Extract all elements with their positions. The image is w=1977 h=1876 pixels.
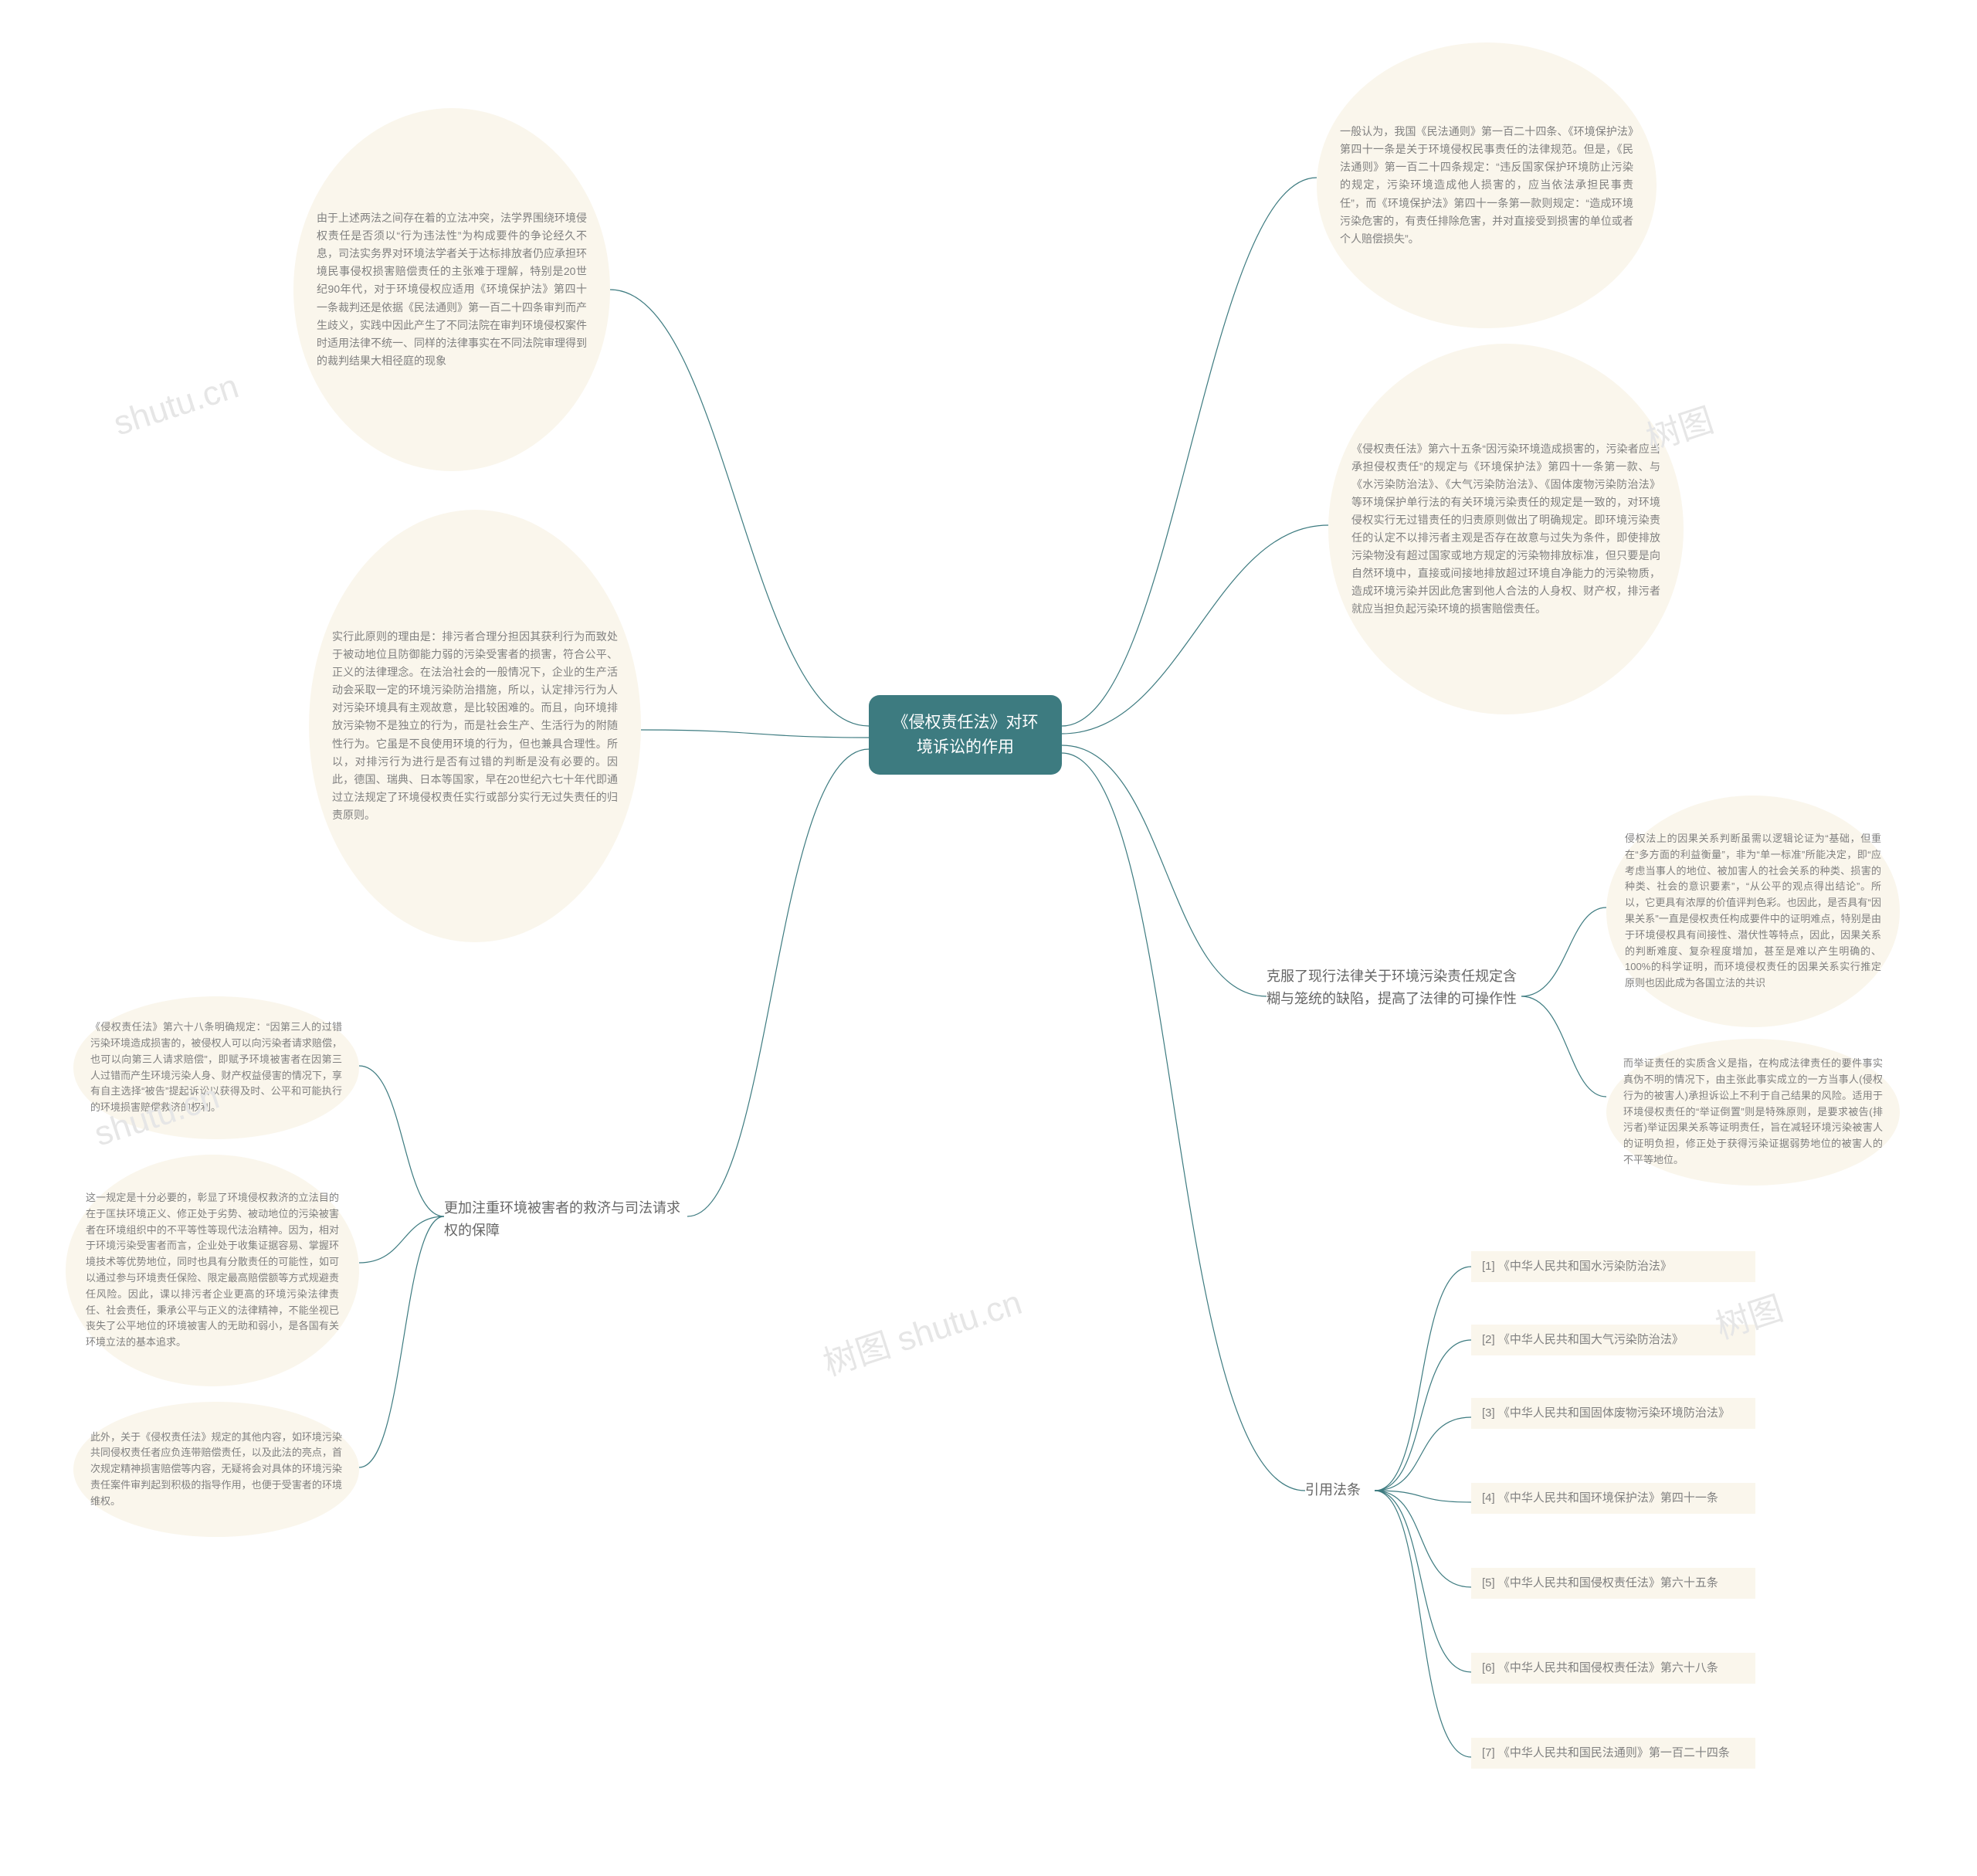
citation-1: [1] 《中华人民共和国水污染防治法》 <box>1471 1251 1755 1282</box>
citation-4: [4] 《中华人民共和国环境保护法》第四十一条 <box>1471 1483 1755 1514</box>
citation-2: [2] 《中华人民共和国大气污染防治法》 <box>1471 1325 1755 1355</box>
left-leaf-3a: 《侵权责任法》第六十八条明确规定：“因第三人的过错污染环境造成损害的，被侵权人可… <box>73 996 359 1139</box>
citation-6: [6] 《中华人民共和国侵权责任法》第六十八条 <box>1471 1653 1755 1684</box>
watermark: 树图 shutu.cn <box>816 1274 1027 1385</box>
right-leaf-3b: 而举证责任的实质含义是指，在构成法律责任的要件事实真伪不明的情况下，由主张此事实… <box>1606 1039 1900 1186</box>
left-leaf-3b-text: 这一规定是十分必要的，彰显了环境侵权救济的立法目的在于匡扶环境正义、修正处于劣势… <box>86 1190 339 1351</box>
right-leaf-1-text: 一般认为，我国《民法通则》第一百二十四条、《环境保护法》第四十一条是关于环境侵权… <box>1340 123 1633 248</box>
right-leaf-1: 一般认为，我国《民法通则》第一百二十四条、《环境保护法》第四十一条是关于环境侵权… <box>1317 42 1657 328</box>
right-sub-3-label: 克服了现行法律关于环境污染责任规定含糊与笼统的缺陷，提高了法律的可操作性 <box>1267 965 1521 1010</box>
right-leaf-2: 《侵权责任法》第六十五条“因污染环境造成损害的，污染者应当承担侵权责任”的规定与… <box>1328 344 1684 714</box>
left-leaf-3c-text: 此外，关于《侵权责任法》规定的其他内容，如环境污染共同侵权责任者应负连带赔偿责任… <box>90 1430 342 1510</box>
left-leaf-2: 实行此原则的理由是：排污者合理分担因其获利行为而致处于被动地位且防御能力弱的污染… <box>309 510 641 942</box>
central-node: 《侵权责任法》对环境诉讼的作用 <box>869 695 1062 775</box>
left-leaf-3c: 此外，关于《侵权责任法》规定的其他内容，如环境污染共同侵权责任者应负连带赔偿责任… <box>73 1402 359 1537</box>
right-leaf-3a-text: 侵权法上的因果关系判断虽需以逻辑论证为“基础，但重在“多方面的利益衡量”，非为“… <box>1625 831 1881 992</box>
left-leaf-3a-text: 《侵权责任法》第六十八条明确规定：“因第三人的过错污染环境造成损害的，被侵权人可… <box>90 1019 342 1116</box>
right-sub-4-label: 引用法条 <box>1305 1479 1375 1501</box>
central-title: 《侵权责任法》对环境诉讼的作用 <box>887 711 1043 759</box>
watermark: shutu.cn <box>109 368 243 444</box>
left-leaf-2-text: 实行此原则的理由是：排污者合理分担因其获利行为而致处于被动地位且防御能力弱的污染… <box>332 628 618 824</box>
left-leaf-3b: 这一规定是十分必要的，彰显了环境侵权救济的立法目的在于匡扶环境正义、修正处于劣势… <box>66 1155 359 1386</box>
citation-7: [7] 《中华人民共和国民法通则》第一百二十四条 <box>1471 1738 1755 1769</box>
left-leaf-1: 由于上述两法之间存在着的立法冲突，法学界围绕环境侵权责任是否须以“行为违法性”为… <box>293 108 610 471</box>
left-leaf-1-text: 由于上述两法之间存在着的立法冲突，法学界围绕环境侵权责任是否须以“行为违法性”为… <box>317 209 587 370</box>
right-leaf-2-text: 《侵权责任法》第六十五条“因污染环境造成损害的，污染者应当承担侵权责任”的规定与… <box>1351 440 1660 619</box>
citation-3: [3] 《中华人民共和国固体废物污染环境防治法》 <box>1471 1398 1755 1429</box>
citation-5: [5] 《中华人民共和国侵权责任法》第六十五条 <box>1471 1568 1755 1599</box>
right-leaf-3a: 侵权法上的因果关系判断虽需以逻辑论证为“基础，但重在“多方面的利益衡量”，非为“… <box>1606 796 1900 1027</box>
right-leaf-3b-text: 而举证责任的实质含义是指，在构成法律责任的要件事实真伪不明的情况下，由主张此事实… <box>1623 1056 1883 1169</box>
left-sub-3-label: 更加注重环境被害者的救济与司法请求权的保障 <box>444 1197 687 1242</box>
